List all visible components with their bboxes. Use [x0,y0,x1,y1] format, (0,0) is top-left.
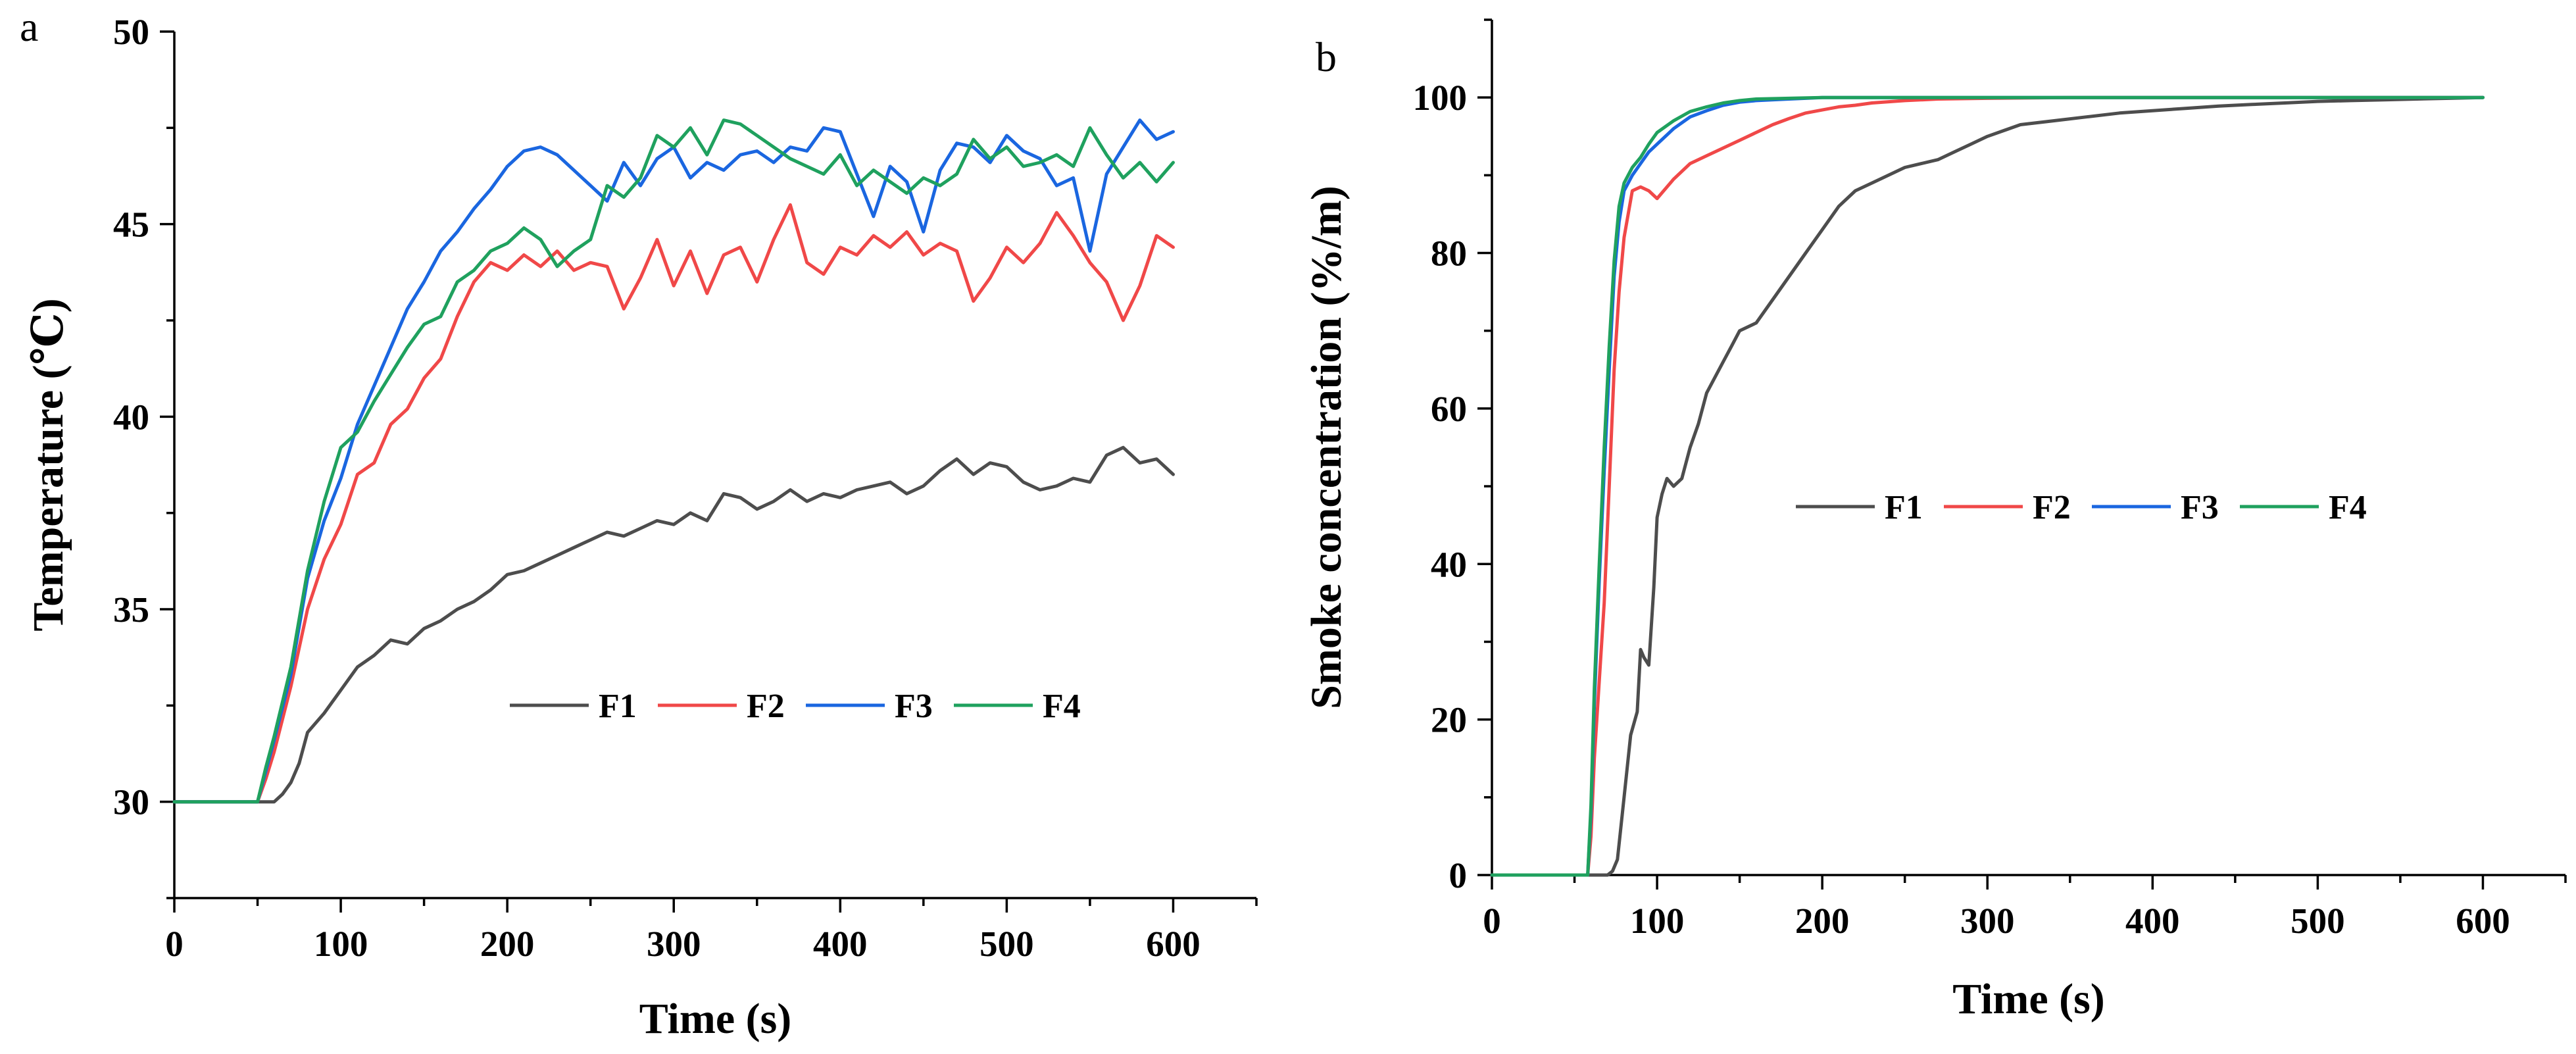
chart-a-y-tick-label: 50 [113,12,149,52]
chart-a-x-axis-title: Time (s) [639,995,792,1043]
chart-a-legend-label-f3: F3 [895,688,933,725]
chart-b-smoke-concentration: 0 100 200 300 400 500 600 0 20 40 60 80 100 Time (s) S… [1302,18,2567,1023]
chart-a-legend-label-f1: F1 [599,688,637,725]
chart-a-x-tick-label: 200 [480,924,535,964]
chart-b-legend-label-f1: F1 [1885,489,1923,526]
chart-a-x-tick-label: 600 [1146,924,1201,964]
chart-a-y-axis-title: Temperature (℃) [24,298,72,631]
chart-b-y-tick-label: 0 [1449,855,1468,895]
chart-a-series-f1-line [172,445,1175,804]
chart-a-panel-label: a [20,3,38,50]
chart-b-y-axis-title: Smoke concentration (%/m) [1302,186,1350,709]
chart-a-x-tick-label: 100 [314,924,368,964]
chart-b-panel-label: b [1316,34,1337,80]
chart-b-legend-label-f3: F3 [2181,489,2219,526]
chart-a-series-f3-line [172,118,1175,804]
chart-b-y-tick-label: 80 [1431,234,1467,274]
chart-a-y-tick-label: 45 [113,205,149,245]
chart-a-x-tick-label: 0 [165,924,184,964]
chart-a-y-tick-label: 30 [113,782,149,822]
chart-a-x-tick-label: 400 [813,924,868,964]
chart-a-temperature: 0 100 200 300 400 500 600 30 35 40 45 50 Time (s) Tem… [20,3,1258,1043]
chart-a-y-tick-label: 40 [113,397,149,437]
chart-b-y-tick-label: 100 [1413,78,1468,118]
chart-b-legend-label-f2: F2 [2033,489,2071,526]
chart-b-x-tick-label: 0 [1483,901,1501,941]
chart-b-x-tick-label: 500 [2291,901,2345,941]
chart-b-y-tick-label: 20 [1431,700,1467,740]
chart-b-series-f4-line [1490,95,2485,877]
chart-a-x-tick-label: 500 [979,924,1034,964]
chart-b-x-tick-label: 300 [1960,901,2015,941]
chart-b-series-f3-line [1490,95,2485,877]
chart-b-x-tick-label: 200 [1795,901,1850,941]
chart-b-series-f1-line [1490,95,2485,877]
chart-a-legend-label-f4: F4 [1043,688,1081,725]
chart-b-series-f2-line [1490,95,2485,877]
chart-b-legend: F1 F2 F3 F4 [1796,489,2367,526]
chart-b-legend-label-f4: F4 [2329,489,2367,526]
chart-b-x-tick-label: 600 [2456,901,2510,941]
chart-a-legend-label-f2: F2 [747,688,785,725]
chart-b-y-tick-label: 40 [1431,544,1467,584]
chart-a-series-f4-line [172,118,1175,804]
chart-a-y-tick-label: 35 [113,590,149,630]
chart-b-x-tick-label: 400 [2125,901,2180,941]
chart-a-x-tick-label: 300 [647,924,701,964]
chart-b-x-axis-title: Time (s) [1952,975,2105,1023]
chart-b-y-tick-label: 60 [1431,389,1467,429]
chart-b-x-tick-label: 100 [1630,901,1685,941]
chart-a-series-f2-line [172,203,1175,804]
chart-a-legend: F1 F2 F3 F4 [510,688,1081,725]
